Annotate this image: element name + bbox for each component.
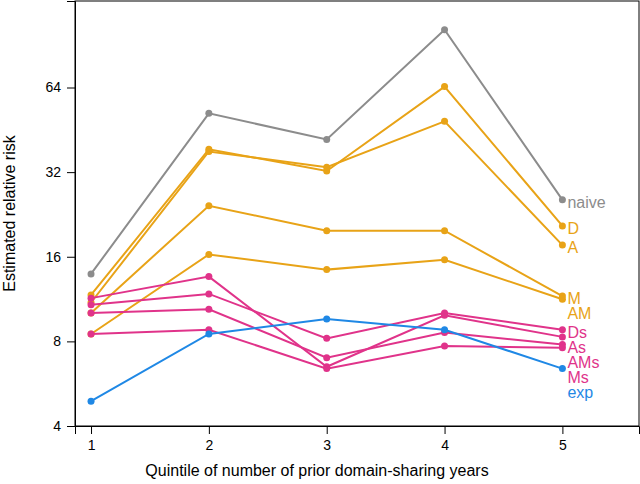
tick-label: 8 [53,333,61,349]
tick-mark [67,426,75,427]
series-label: exp [567,384,593,401]
point [323,136,330,143]
point [323,266,330,273]
chart: 1234548163264naiveDAMAMDsAsAMsMsexpQuint… [0,0,640,484]
tick: 64 [45,79,75,95]
point [559,326,566,333]
tick-mark [67,257,75,258]
axis-line [67,2,76,427]
point [441,312,448,319]
point [205,330,212,337]
tick: 4 [53,418,75,434]
tick: 8 [53,333,75,349]
point [88,330,95,337]
tick-label: 16 [45,249,61,265]
series-line [91,277,562,367]
series-line [91,206,562,313]
tick-mark [91,426,92,434]
series-line [91,87,562,295]
tick-mark [67,172,75,173]
tick: 1 [88,426,96,453]
tick: 2 [205,426,213,453]
x-axis-title: Quintile of number of prior domain-shari… [145,462,488,479]
point [441,83,448,90]
point [323,164,330,171]
axis-line [76,427,640,435]
point [559,296,566,303]
tick-label: 2 [205,437,213,453]
point [205,251,212,258]
series-line [91,254,562,333]
point [559,242,566,249]
tick-label: 4 [53,418,61,434]
tick: 5 [559,426,567,453]
tick-mark [327,426,328,434]
point [559,196,566,203]
tick-label: 32 [45,164,61,180]
point [323,227,330,234]
point [559,222,566,229]
tick: 4 [441,426,449,453]
x-axis: 1 2 3 4 5 [76,426,640,453]
point [88,309,95,316]
point [323,335,330,342]
point [441,256,448,263]
tick-mark [209,426,210,434]
series-label: A [567,239,578,256]
plot-area: 1234548163264naiveDAMAMDsAsAMsMsexp [45,1,639,453]
series-line [91,309,562,357]
series-group [88,26,566,404]
point [441,326,448,333]
point [559,365,566,372]
point [441,118,448,125]
point [88,301,95,308]
series-label: AM [567,305,591,322]
point [559,344,566,351]
point [441,343,448,350]
tick-label: 1 [88,437,96,453]
point [441,227,448,234]
tick-mark [67,341,75,342]
point [88,295,95,302]
point [88,309,95,316]
point [88,398,95,405]
series-line [91,30,562,274]
tick: 3 [323,426,331,453]
tick-label: 4 [441,437,449,453]
tick-mark [562,426,563,434]
tick-mark [67,88,75,89]
point [205,290,212,297]
point [205,273,212,280]
y-axis-title: Estimated relative risk [1,134,18,291]
point [88,330,95,337]
point [441,26,448,33]
point [323,365,330,372]
point [205,110,212,117]
point [205,306,212,313]
series-label: D [567,220,579,237]
tick-label: 64 [45,79,61,95]
point [559,333,566,340]
series-line [91,319,562,401]
point [323,316,330,323]
point [205,202,212,209]
tick-mark [445,426,446,434]
series-line [91,330,562,369]
tick-label: 5 [559,437,567,453]
series-label: naive [567,194,605,211]
series-labels: naiveDAMAMDsAsAMsMsexp [567,194,605,401]
point [88,270,95,277]
tick: 16 [45,249,75,265]
y-axis: 4 8 16 32 64 [45,2,75,434]
tick: 32 [45,164,75,180]
point [323,354,330,361]
tick-label: 3 [323,437,331,453]
point [205,148,212,155]
plot-frame [75,1,639,426]
